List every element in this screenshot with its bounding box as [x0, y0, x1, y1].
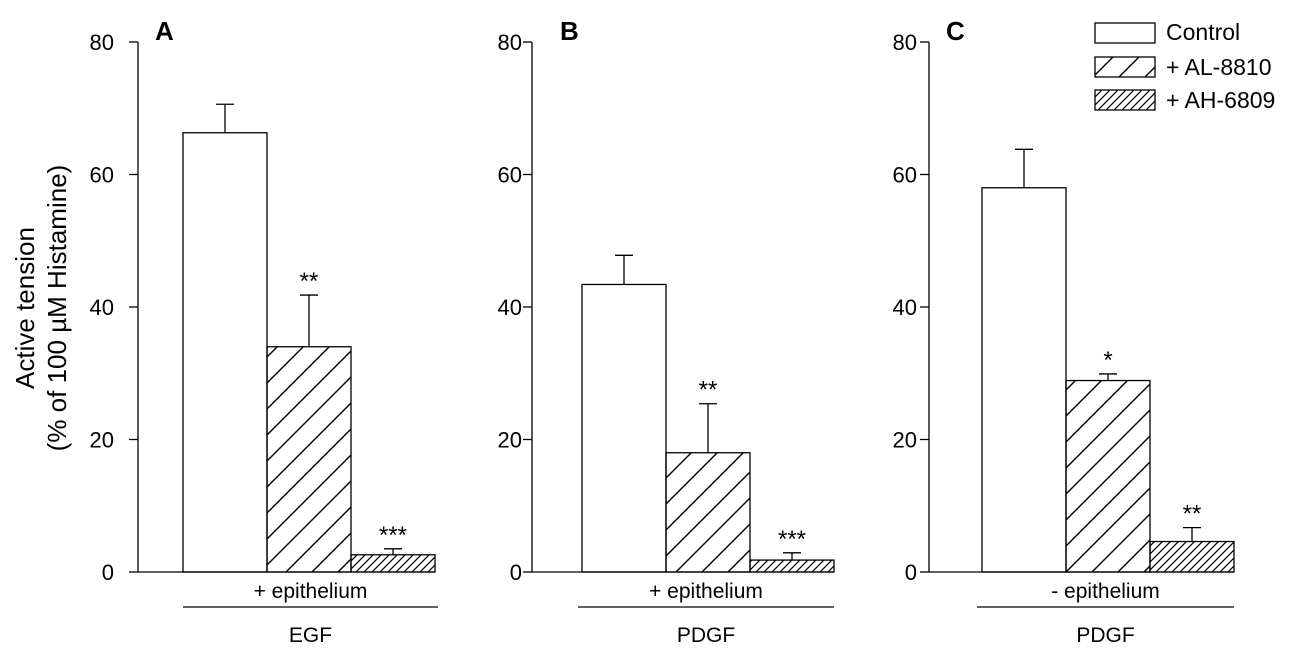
legend-label-control: Control: [1166, 19, 1240, 45]
legend-swatch-ah6809: [1094, 89, 1156, 111]
y-tick-label-b-40: 40: [498, 295, 522, 320]
growth-factor-label-a: EGF: [289, 624, 332, 645]
legend-swatch-al8810: [1094, 56, 1156, 78]
panel-label-b: B: [560, 16, 579, 46]
significance-a-ah6809: ***: [379, 522, 407, 549]
bar-c-ah6809: [1149, 540, 1235, 573]
legend: Control + AL-8810 + AH-6809: [1094, 19, 1275, 113]
y-tick-label-c-40: 40: [893, 295, 917, 320]
bar-b-ah6809: [749, 559, 835, 573]
bar-c-control: [981, 187, 1067, 573]
bar-a-al8810: [266, 346, 352, 573]
y-tick-label-c-60: 60: [893, 163, 917, 188]
significance-c-ah6809: **: [1183, 501, 1202, 528]
y-tick-label-c-20: 20: [893, 428, 917, 453]
y-tick-label-b-80: 80: [498, 30, 522, 55]
legend-swatch-control: [1094, 22, 1156, 44]
y-tick-label-b-0: 0: [510, 560, 522, 585]
legend-label-ah6809: + AH-6809: [1166, 87, 1275, 113]
legend-label-al8810: + AL-8810: [1166, 54, 1272, 80]
y-tick-label-b-60: 60: [498, 163, 522, 188]
panel-label-a: A: [155, 16, 174, 46]
bar-a-ah6809: [350, 554, 436, 573]
y-tick-label-a-60: 60: [90, 163, 114, 188]
growth-factor-label-b: PDGF: [677, 624, 735, 645]
y-tick-label-a-20: 20: [90, 428, 114, 453]
y-tick-label-c-80: 80: [893, 30, 917, 55]
growth-factor-label-c: PDGF: [1076, 624, 1134, 645]
condition-label-c: - epithelium: [1051, 580, 1160, 603]
bar-b-al8810: [665, 452, 751, 573]
significance-c-al8810: *: [1103, 347, 1112, 374]
y-tick-label-a-0: 0: [102, 560, 114, 585]
bar-c-al8810: [1065, 379, 1151, 573]
y-tick-label-a-80: 80: [90, 30, 114, 55]
y-tick-label-b-20: 20: [498, 428, 522, 453]
significance-b-al8810: **: [699, 377, 718, 404]
y-tick-label-a-40: 40: [90, 295, 114, 320]
significance-b-ah6809: ***: [778, 526, 806, 553]
significance-a-al8810: **: [300, 268, 319, 295]
y-axis-title-line2: (% of 100 µM Histamine): [42, 165, 72, 452]
condition-label-b: + epithelium: [649, 580, 763, 603]
bar-a-control: [182, 132, 268, 573]
condition-label-a: + epithelium: [254, 580, 368, 603]
y-axis-title: Active tension (% of 100 µM Histamine): [10, 165, 72, 452]
y-tick-label-c-0: 0: [905, 560, 917, 585]
y-axis-title-line1: Active tension: [10, 227, 40, 389]
bar-b-control: [581, 283, 667, 573]
panel-label-c: C: [946, 16, 965, 46]
